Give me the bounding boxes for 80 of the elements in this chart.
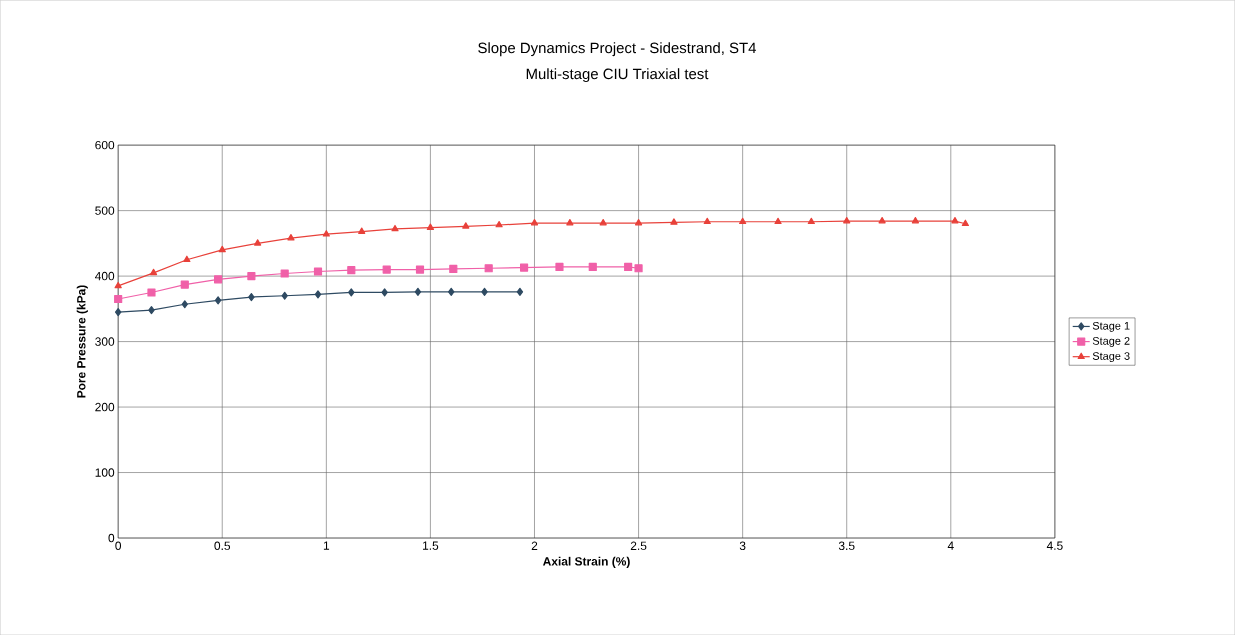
point <box>519 263 529 272</box>
x-tick-label: 2 <box>531 541 538 550</box>
point <box>449 264 458 273</box>
point <box>214 275 223 284</box>
point <box>495 220 503 228</box>
point <box>281 291 288 300</box>
point <box>381 288 388 297</box>
point <box>114 281 122 289</box>
y-tick-label: 300 <box>95 337 115 346</box>
y-tick-label: 100 <box>95 468 115 477</box>
point <box>183 255 191 262</box>
point <box>911 216 920 224</box>
point <box>382 265 391 274</box>
point <box>114 294 123 304</box>
point <box>624 262 633 271</box>
point <box>214 296 222 305</box>
point <box>218 245 226 253</box>
x-tick-label: 1.5 <box>423 541 439 550</box>
point <box>149 268 158 276</box>
point <box>566 218 574 226</box>
point <box>391 224 399 232</box>
point <box>322 230 330 237</box>
chart-subtitle: Multi-stage CIU Triaxial test <box>526 68 709 83</box>
x-tick-label: 0.5 <box>214 541 231 550</box>
point <box>348 288 355 297</box>
point <box>703 217 711 224</box>
point <box>114 307 122 317</box>
x-tick-label: 4.5 <box>1046 541 1063 550</box>
point <box>180 280 189 289</box>
point <box>247 271 256 281</box>
point <box>634 218 643 226</box>
point <box>599 218 607 226</box>
point <box>448 287 455 296</box>
point <box>426 223 435 230</box>
point <box>634 264 643 273</box>
y-tick-label: 500 <box>95 206 115 215</box>
point <box>462 222 470 229</box>
point <box>313 267 323 276</box>
point <box>147 288 156 297</box>
point <box>951 216 959 224</box>
point <box>774 217 782 224</box>
x-tick-label: 3 <box>739 541 746 550</box>
point <box>347 266 356 275</box>
point <box>481 287 488 296</box>
point <box>555 262 564 271</box>
point <box>739 217 747 224</box>
point <box>254 239 262 246</box>
y-axis-title: Pore Pressure (kPa) <box>76 285 88 398</box>
point <box>358 227 366 234</box>
point <box>961 219 969 226</box>
point <box>670 218 678 225</box>
point <box>181 300 188 309</box>
legend-label: Stage 2 <box>1092 336 1130 347</box>
point <box>588 262 597 271</box>
y-tick-label: 600 <box>95 140 115 150</box>
point <box>314 290 322 299</box>
point <box>530 218 539 226</box>
y-tick-label: 400 <box>94 271 115 281</box>
chart-title: Slope Dynamics Project - Sidestrand, ST4 <box>478 42 757 57</box>
point <box>484 264 493 273</box>
point <box>280 269 289 278</box>
x-tick-label: 2.5 <box>630 541 647 550</box>
x-tick-label: 1 <box>323 541 330 550</box>
legend-label: Stage 1 <box>1092 321 1130 332</box>
point <box>248 292 255 302</box>
x-tick-label: 4 <box>947 541 954 550</box>
point <box>415 265 425 274</box>
point <box>148 305 155 315</box>
point <box>843 216 851 224</box>
x-axis-title: Axial Strain (%) <box>542 556 630 568</box>
point <box>287 233 295 241</box>
legend-label: Stage 3 <box>1092 352 1130 362</box>
y-tick-label: 0 <box>108 533 115 543</box>
y-tick-label: 200 <box>95 402 115 412</box>
point <box>516 287 524 296</box>
point <box>807 217 815 224</box>
point <box>414 287 422 296</box>
point <box>878 216 886 224</box>
x-tick-label: 3.5 <box>838 541 855 550</box>
x-tick-label: 0 <box>115 541 122 550</box>
